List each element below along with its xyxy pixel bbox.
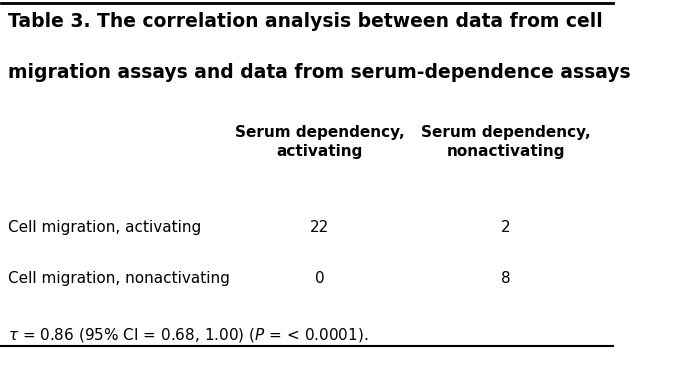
Text: 2: 2: [501, 220, 511, 235]
Text: Serum dependency,
nonactivating: Serum dependency, nonactivating: [421, 125, 591, 159]
Text: Cell migration, activating: Cell migration, activating: [8, 220, 201, 235]
Text: 22: 22: [310, 220, 329, 235]
Text: $\tau$ = 0.86 (95% CI = 0.68, 1.00) ($\mathit{P}$ = < 0.0001).: $\tau$ = 0.86 (95% CI = 0.68, 1.00) ($\m…: [8, 326, 368, 344]
Text: Table 3. The correlation analysis between data from cell: Table 3. The correlation analysis betwee…: [8, 12, 602, 31]
Text: 0: 0: [314, 271, 324, 286]
Text: Cell migration, nonactivating: Cell migration, nonactivating: [8, 271, 230, 286]
Text: migration assays and data from serum-dependence assays: migration assays and data from serum-dep…: [8, 63, 630, 82]
Text: 8: 8: [501, 271, 511, 286]
Text: Serum dependency,
activating: Serum dependency, activating: [234, 125, 405, 159]
